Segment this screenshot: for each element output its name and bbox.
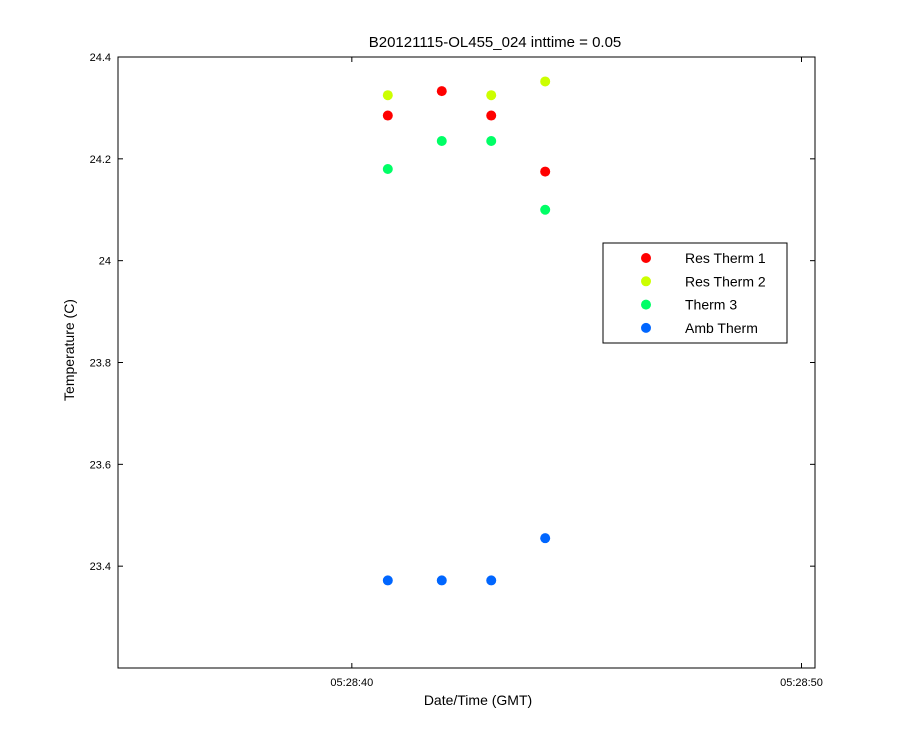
x-tick-label: 05:28:40 <box>330 677 373 689</box>
data-point <box>540 533 551 544</box>
x-axis-label: Date/Time (GMT) <box>424 692 532 708</box>
y-tick-label: 24 <box>99 256 111 268</box>
data-point <box>540 166 551 177</box>
legend-marker <box>641 322 651 333</box>
data-point <box>540 204 551 215</box>
data-point <box>486 90 497 101</box>
x-tick-label: 05:28:50 <box>780 677 823 689</box>
legend-label: Res Therm 2 <box>685 273 766 289</box>
y-tick-label: 23.6 <box>90 459 111 471</box>
plot-area <box>117 56 816 669</box>
legend-box <box>602 242 788 344</box>
data-point <box>486 575 497 586</box>
data-point <box>382 575 393 586</box>
data-point <box>382 164 393 175</box>
data-point <box>382 90 393 101</box>
axis-ticks: 23.4 23.6 23.8 24 24.2 24.4 05:28:40 05:28:50 <box>90 52 823 689</box>
legend-marker <box>641 299 651 310</box>
legend-label: Therm 3 <box>685 297 737 313</box>
y-tick-label: 23.8 <box>90 358 111 370</box>
data-point <box>436 86 447 97</box>
data-points <box>382 76 551 586</box>
chart-title: B20121115-OL455_024 inttime = 0.05 <box>369 34 622 51</box>
y-tick-label: 23.4 <box>90 561 111 573</box>
data-point <box>436 575 447 586</box>
legend-marker <box>641 276 651 287</box>
data-point <box>382 110 393 121</box>
y-axis-label: Temperature (C) <box>61 299 77 401</box>
legend: Res Therm 1 Res Therm 2 Therm 3 Amb Therm <box>602 242 788 344</box>
data-point <box>540 76 551 87</box>
y-tick-label: 24.2 <box>90 154 111 166</box>
y-tick-label: 24.4 <box>90 52 111 64</box>
legend-label: Res Therm 1 <box>685 250 766 266</box>
legend-marker <box>641 253 651 263</box>
data-point <box>486 110 497 121</box>
data-point <box>436 136 447 147</box>
legend-label: Amb Therm <box>685 320 758 336</box>
data-point <box>486 136 497 147</box>
